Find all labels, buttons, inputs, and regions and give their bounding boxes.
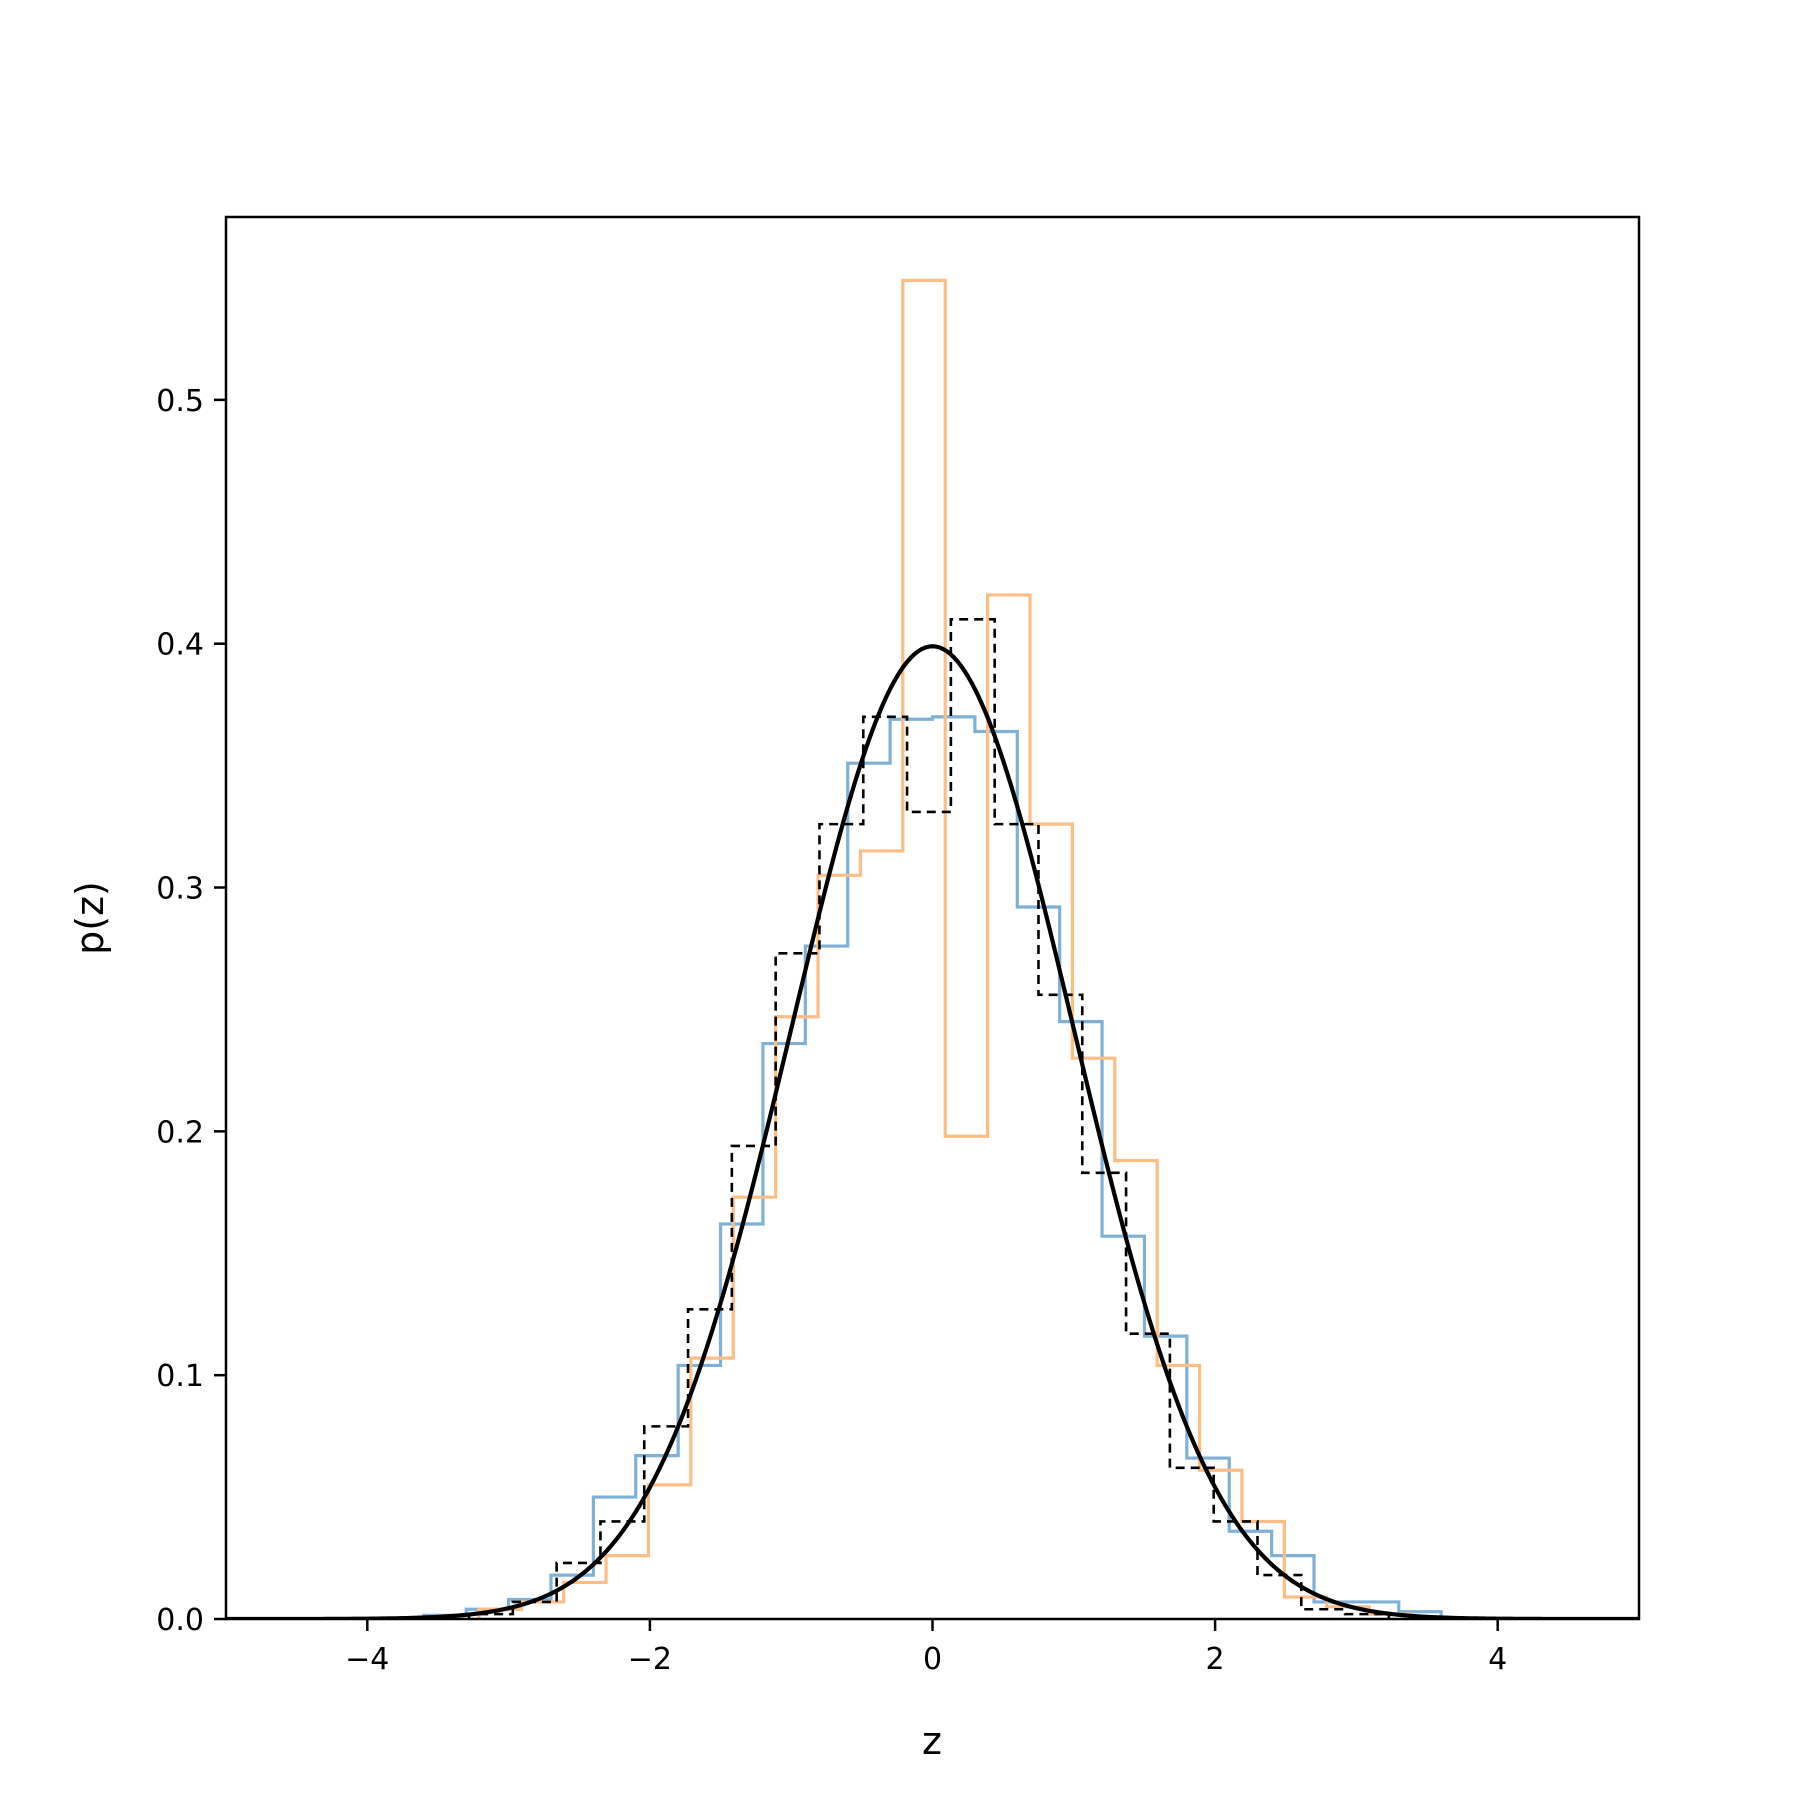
y-tick-label: 0.4 [156, 628, 204, 663]
y-axis-label: p(z) [68, 881, 112, 955]
y-tick-label: 0.0 [156, 1603, 204, 1638]
x-tick-label: −4 [345, 1642, 389, 1677]
series-layer [226, 278, 1639, 1619]
histogram-series-2 [467, 618, 1391, 1619]
x-tick-label: −2 [628, 1642, 672, 1677]
y-tick-label: 0.5 [156, 384, 204, 419]
histogram-series-1 [477, 278, 1414, 1619]
x-axis: −4 −2 0 2 4 [345, 1619, 1507, 1677]
normal-pdf-curve [226, 644, 1639, 1619]
y-tick-label: 0.3 [156, 872, 204, 907]
histogram-series-0 [422, 715, 1443, 1619]
y-axis: 0.0 0.1 0.2 0.3 0.4 0.5 [156, 384, 226, 1638]
x-tick-label: 0 [923, 1642, 942, 1677]
y-tick-label: 0.1 [156, 1359, 204, 1394]
x-tick-label: 2 [1206, 1642, 1225, 1677]
x-axis-label: z [922, 1719, 942, 1763]
y-tick-label: 0.2 [156, 1115, 204, 1150]
x-tick-label: 4 [1488, 1642, 1507, 1677]
